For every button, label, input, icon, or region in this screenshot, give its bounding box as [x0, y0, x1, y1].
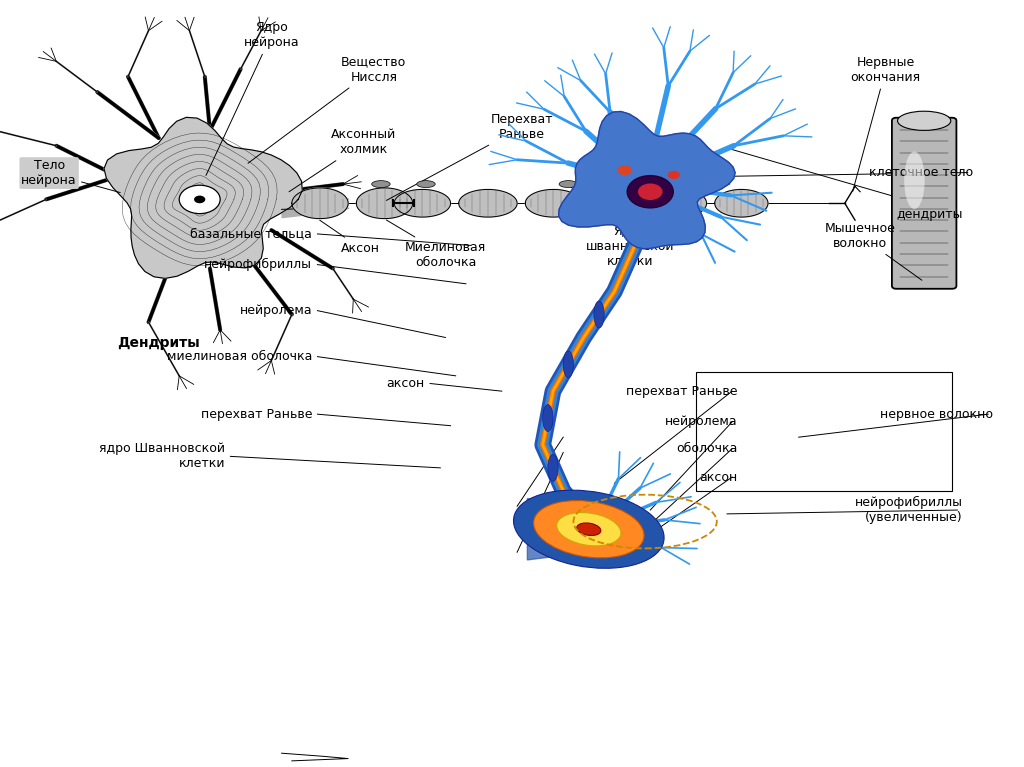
Text: ядро Шванновской
клетки: ядро Шванновской клетки: [99, 443, 225, 470]
Polygon shape: [653, 189, 707, 217]
Ellipse shape: [543, 405, 553, 432]
Polygon shape: [459, 189, 517, 217]
Text: Ядро
шванновской
клетки: Ядро шванновской клетки: [570, 186, 674, 268]
Polygon shape: [356, 188, 413, 219]
Ellipse shape: [417, 181, 435, 188]
Ellipse shape: [594, 301, 604, 328]
Polygon shape: [715, 189, 768, 217]
Text: Нервные
окончания: Нервные окончания: [851, 55, 921, 192]
Text: Ядро
нейрона: Ядро нейрона: [206, 21, 299, 176]
Polygon shape: [527, 499, 589, 560]
Text: нейрофибриллы
(увеличенные): нейрофибриллы (увеличенные): [855, 496, 963, 524]
Text: оболочка: оболочка: [676, 443, 737, 455]
Text: Миелиновая
оболочка: Миелиновая оболочка: [386, 220, 486, 269]
Polygon shape: [525, 189, 582, 217]
Polygon shape: [292, 188, 348, 219]
Text: Мышечное
волокно: Мышечное волокно: [824, 222, 922, 280]
Ellipse shape: [548, 454, 558, 482]
Text: нервное волокно: нервное волокно: [881, 408, 993, 420]
Text: ядро: ядро: [685, 166, 717, 179]
Text: Вещество
Ниссля: Вещество Ниссля: [248, 55, 407, 163]
Text: Аксон: Аксон: [319, 220, 380, 255]
Text: нейролема: нейролема: [240, 304, 312, 317]
Polygon shape: [559, 111, 735, 249]
Text: клеточное тело: клеточное тело: [868, 166, 973, 179]
Ellipse shape: [195, 196, 205, 203]
Ellipse shape: [617, 166, 632, 175]
Text: нейролема: нейролема: [665, 416, 737, 428]
Text: Дендриты: Дендриты: [118, 336, 200, 350]
Text: аксон: аксон: [387, 377, 425, 390]
Text: Перехват
Раньве: Перехват Раньве: [386, 113, 554, 200]
Text: аксон: аксон: [699, 471, 737, 483]
Ellipse shape: [513, 490, 665, 568]
Ellipse shape: [638, 183, 663, 200]
Text: Тело
нейрона: Тело нейрона: [22, 159, 120, 193]
Ellipse shape: [534, 501, 644, 558]
Ellipse shape: [627, 176, 674, 208]
Ellipse shape: [668, 171, 680, 179]
Text: перехват Раньве: перехват Раньве: [626, 385, 737, 397]
Text: нейрофибриллы: нейрофибриллы: [205, 258, 312, 272]
Ellipse shape: [577, 523, 601, 535]
Polygon shape: [394, 189, 451, 217]
Ellipse shape: [559, 181, 578, 188]
Ellipse shape: [904, 152, 925, 209]
FancyBboxPatch shape: [892, 118, 956, 289]
Ellipse shape: [563, 351, 573, 378]
Ellipse shape: [179, 186, 220, 213]
Text: базальные тельца: базальные тельца: [190, 228, 312, 240]
Text: Аксонный
холмик: Аксонный холмик: [289, 128, 396, 192]
Text: перехват Раньве: перехват Раньве: [201, 408, 312, 420]
Text: дендриты: дендриты: [896, 209, 963, 221]
Ellipse shape: [372, 181, 390, 188]
Ellipse shape: [557, 512, 621, 546]
Ellipse shape: [897, 111, 950, 130]
Text: миелиновая оболочка: миелиновая оболочка: [167, 351, 312, 363]
Polygon shape: [104, 117, 302, 278]
Polygon shape: [590, 189, 645, 217]
